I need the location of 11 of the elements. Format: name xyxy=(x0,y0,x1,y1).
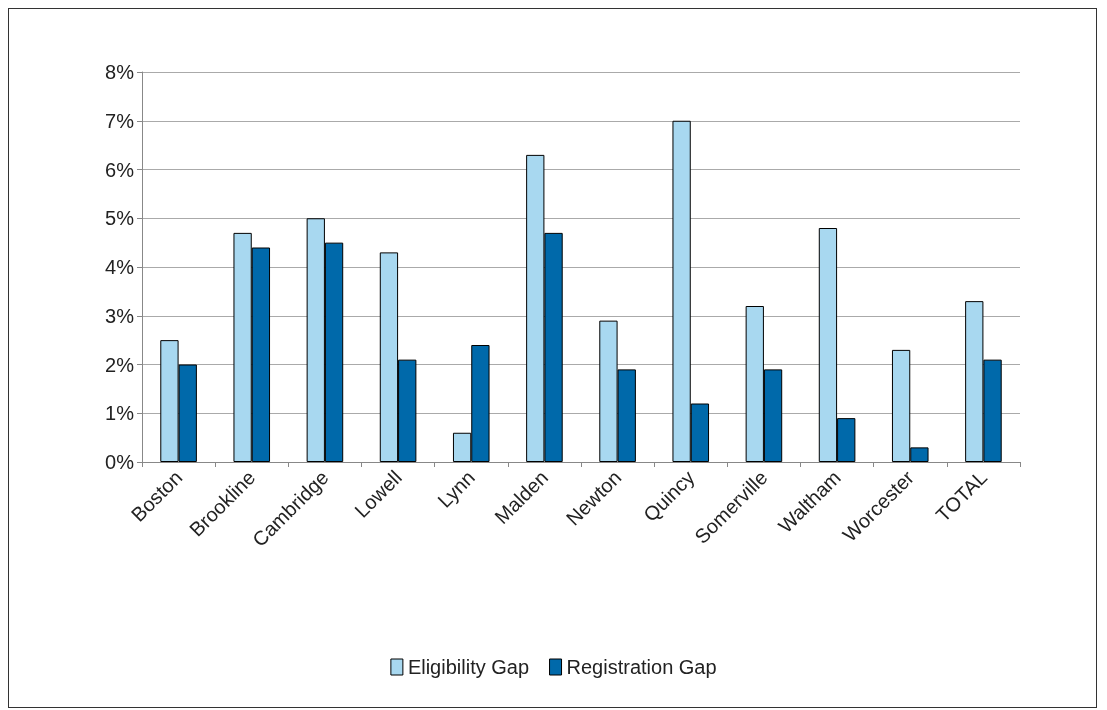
y-tick-label: 3% xyxy=(105,304,135,327)
y-tick-label: 1% xyxy=(105,402,135,425)
y-tick-label: 4% xyxy=(105,256,135,278)
y-tick-label: 8% xyxy=(105,61,135,83)
y-tick-label: 7% xyxy=(105,109,135,132)
y-tick-label: 0% xyxy=(105,451,135,473)
legend-label: Registration Gap xyxy=(566,656,717,678)
y-tick-label: 5% xyxy=(105,207,135,230)
y-tick-label: 2% xyxy=(105,353,135,376)
y-tick-label: 6% xyxy=(105,158,135,181)
legend-label: Eligibility Gap xyxy=(407,656,530,678)
